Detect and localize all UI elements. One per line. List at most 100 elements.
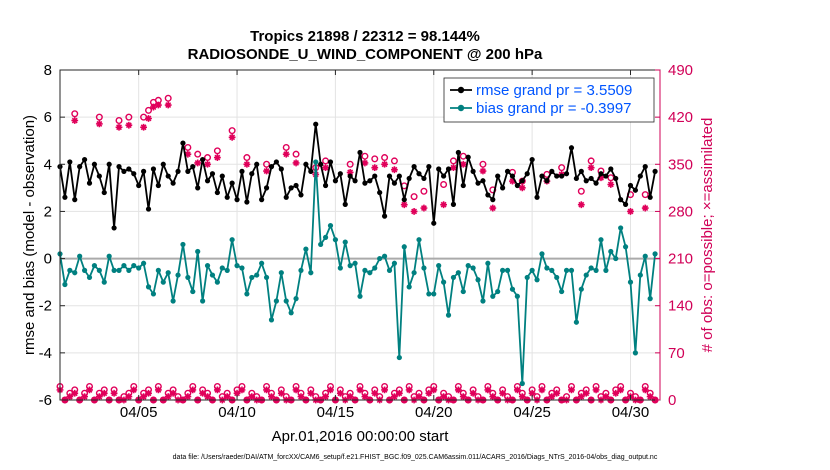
bias-point — [175, 272, 181, 278]
obs-possible-lower-marker — [81, 389, 89, 397]
bias-point — [357, 293, 363, 299]
rmse-point — [544, 178, 550, 184]
obs-possible-upper-marker — [71, 110, 79, 118]
bias-point — [436, 263, 442, 269]
bias-point — [254, 272, 260, 278]
obs-assimilated-upper-marker — [71, 117, 79, 124]
chart-subtitle: RADIOSONDE_U_WIND_COMPONENT @ 200 hPa — [188, 46, 543, 63]
obs-possible-lower-marker — [307, 386, 315, 394]
rmse-point — [362, 180, 368, 186]
rmse-point — [298, 192, 304, 198]
obs-possible-upper-marker — [292, 150, 300, 158]
bias-point — [195, 248, 201, 255]
obs-assimilated-upper-marker — [228, 133, 236, 141]
rmse-point — [509, 173, 516, 179]
obs-possible-upper-marker — [243, 154, 251, 162]
bias-point — [500, 267, 506, 273]
y-axis-label: rmse and bias (model - observation) — [21, 115, 38, 355]
rmse-point — [588, 175, 594, 182]
bias-point — [229, 237, 235, 243]
obs-possible-lower-marker — [130, 383, 138, 391]
rmse-point — [411, 164, 417, 170]
rmse-point — [214, 189, 220, 196]
rmse-point — [549, 168, 555, 174]
bias-point — [200, 298, 206, 304]
rmse-point — [273, 159, 279, 165]
bias-point — [131, 263, 137, 269]
chart-title: Tropics 21898 / 22312 = 98.144% — [250, 28, 480, 45]
obs-assimilated-upper-marker — [440, 201, 448, 209]
rmse-point — [322, 182, 329, 189]
y-tick-label: -6 — [39, 392, 52, 409]
obs-possible-upper-marker — [228, 127, 236, 135]
rmse-point — [485, 192, 491, 198]
rmse-point — [455, 149, 461, 156]
rmse-point — [652, 168, 658, 174]
obs-possible-lower-marker — [567, 383, 575, 391]
rmse-point — [347, 173, 353, 179]
obs-possible-lower-marker — [184, 389, 192, 397]
obs-possible-lower-marker — [631, 393, 639, 401]
plot-background — [60, 70, 660, 400]
bias-point — [608, 248, 614, 255]
obs-possible-upper-marker — [587, 157, 595, 165]
obs-assimilated-upper-marker — [627, 208, 634, 215]
obs-possible-upper-marker — [204, 154, 212, 162]
legend-bias-marker — [457, 104, 465, 112]
rmse-point — [204, 178, 211, 184]
bias-point — [519, 380, 525, 387]
rmse-point — [288, 185, 294, 191]
obs-possible-upper-marker — [420, 187, 428, 195]
rmse-point — [195, 185, 201, 191]
rmse-point — [386, 173, 393, 179]
rmse-point — [249, 171, 255, 177]
rmse-point — [141, 168, 147, 174]
legend-bias-label: bias grand pr = -0.3997 — [476, 100, 632, 117]
bias-point — [283, 298, 289, 304]
rmse-point — [534, 194, 540, 200]
obs-possible-lower-marker — [533, 393, 541, 401]
rmse-point — [101, 189, 107, 196]
bias-point — [86, 274, 93, 281]
rmse-point — [642, 164, 648, 170]
bias-point — [327, 222, 334, 229]
bias-point — [411, 270, 417, 276]
obs-possible-lower-marker — [277, 386, 285, 394]
obs-possible-lower-marker — [356, 383, 364, 391]
obs-possible-lower-marker — [582, 386, 590, 394]
rmse-point — [396, 173, 402, 179]
obs-possible-lower-marker — [297, 389, 305, 397]
y-tick-label: 0 — [44, 251, 52, 268]
y2-tick-label: 140 — [668, 298, 693, 315]
obs-possible-lower-marker — [499, 386, 507, 394]
bias-point — [96, 267, 102, 273]
obs-possible-lower-marker — [538, 383, 546, 391]
obs-possible-lower-marker — [169, 386, 177, 394]
rmse-point — [81, 156, 88, 163]
bias-point — [613, 255, 619, 262]
obs-possible-lower-marker — [381, 383, 389, 391]
rmse-point — [391, 180, 398, 186]
rmse-point — [116, 164, 122, 170]
bias-point — [352, 260, 358, 266]
rmse-point — [131, 171, 137, 177]
y-tick-label: 2 — [44, 203, 52, 220]
obs-possible-upper-marker — [381, 154, 389, 162]
rmse-point — [259, 197, 265, 203]
obs-possible-lower-marker — [154, 383, 162, 391]
rmse-point — [106, 161, 112, 167]
y-tick-label: -4 — [39, 345, 52, 362]
obs-possible-lower-marker — [445, 393, 453, 401]
bias-point — [155, 267, 161, 273]
obs-assimilated-upper-marker — [400, 201, 408, 209]
bias-point — [622, 244, 629, 250]
x-tick-label: 04/10 — [218, 404, 256, 421]
rmse-point — [554, 173, 560, 179]
bias-point — [239, 265, 245, 271]
obs-possible-upper-marker — [558, 164, 566, 172]
obs-assimilated-upper-marker — [607, 181, 615, 188]
obs-possible-upper-marker — [577, 187, 585, 195]
bias-point — [559, 288, 565, 295]
rmse-point — [519, 178, 525, 184]
